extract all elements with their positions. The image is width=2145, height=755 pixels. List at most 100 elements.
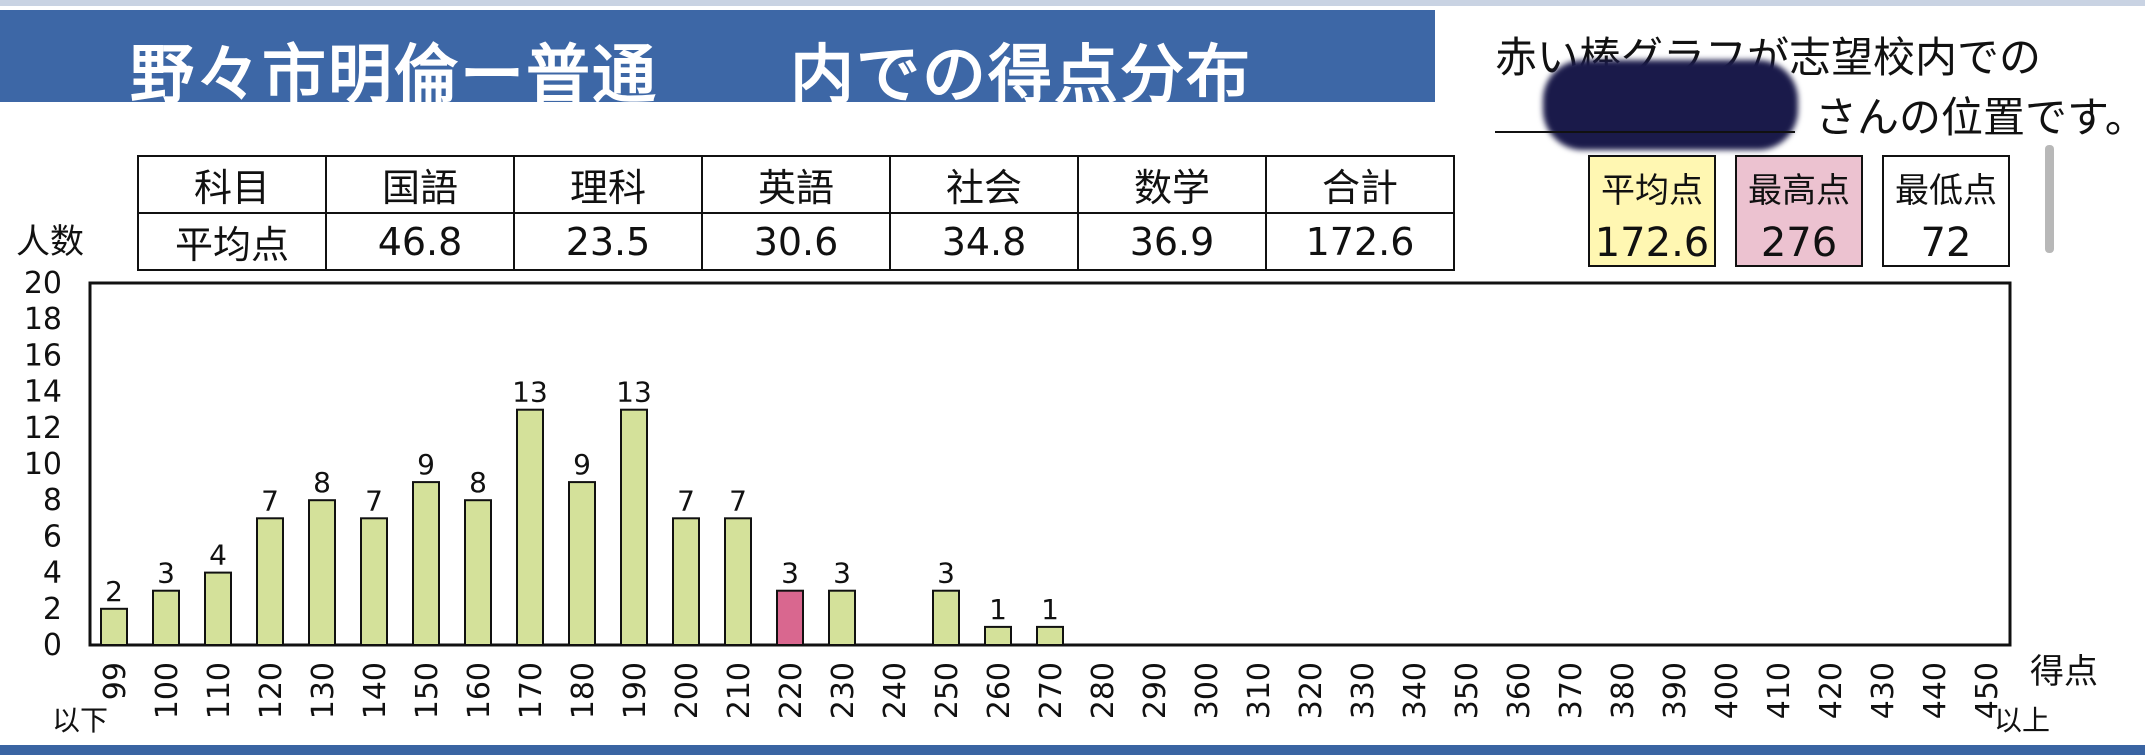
bar-value-label: 2 xyxy=(105,575,123,608)
x-tick-label: 310 xyxy=(1242,662,1277,719)
bar-value-label: 9 xyxy=(573,448,591,481)
max-score-value: 276 xyxy=(1760,220,1838,266)
y-tick-label: 12 xyxy=(24,411,62,446)
scrollbar-thumb[interactable] xyxy=(2045,145,2054,253)
subject-header: 社会 xyxy=(889,155,1079,214)
x-tick-label: 100 xyxy=(150,662,185,719)
position-note: 赤い棒グラフが志望校内での さんの位置です。 xyxy=(1495,18,2145,150)
table-average-row: 平均点 46.8 23.5 30.6 34.8 36.9 172.6 xyxy=(137,212,1455,271)
x-first-suffix: 以下 xyxy=(52,704,108,737)
bar xyxy=(204,571,232,646)
x-last-suffix: 以上 xyxy=(1994,704,2050,737)
bar-value-label: 9 xyxy=(417,448,435,481)
x-tick-label: 440 xyxy=(1918,662,1953,719)
x-tick-label: 190 xyxy=(618,662,653,719)
bar xyxy=(672,517,700,646)
bar-value-label: 3 xyxy=(157,557,175,590)
y-tick-label: 2 xyxy=(43,592,62,627)
y-axis-title: 人数 xyxy=(16,222,84,262)
average-cell: 172.6 xyxy=(1265,212,1455,271)
bar-value-label: 13 xyxy=(616,376,652,409)
bar xyxy=(152,589,180,647)
x-tick-label: 450 xyxy=(1970,662,2005,719)
x-tick-label: 290 xyxy=(1138,662,1173,719)
bar xyxy=(568,481,596,646)
min-score-box: 最低点 72 xyxy=(1882,155,2010,267)
x-tick-label: 370 xyxy=(1554,662,1589,719)
bar-value-label: 4 xyxy=(209,539,227,572)
y-tick-label: 20 xyxy=(24,266,62,301)
min-score-value: 72 xyxy=(1920,220,1972,266)
x-tick-label: 380 xyxy=(1606,662,1641,719)
subject-average-table: 科目 国語 理科 英語 社会 数学 合計 平均点 46.8 23.5 30.6 … xyxy=(137,155,1455,271)
x-tick-label: 270 xyxy=(1034,662,1069,719)
x-tick-label: 320 xyxy=(1294,662,1329,719)
x-axis-title: 得点 xyxy=(2030,652,2098,692)
bar xyxy=(308,499,336,647)
table-header-row: 科目 国語 理科 英語 社会 数学 合計 xyxy=(137,155,1455,214)
max-score-label: 最高点 xyxy=(1748,171,1850,211)
average-cell: 46.8 xyxy=(325,212,515,271)
table-row-label: 平均点 xyxy=(137,212,327,271)
bar-value-label: 7 xyxy=(261,484,279,517)
bar-value-label: 3 xyxy=(833,557,851,590)
y-tick-label: 0 xyxy=(43,628,62,663)
x-tick-label: 280 xyxy=(1086,662,1121,719)
bar xyxy=(828,589,856,647)
x-tick-label: 410 xyxy=(1762,662,1797,719)
subject-header: 理科 xyxy=(513,155,703,214)
x-tick-label: 200 xyxy=(670,662,705,719)
bar xyxy=(412,481,440,646)
title-banner: 野々市明倫ー普通 内での得点分布 xyxy=(0,10,1435,113)
average-cell: 36.9 xyxy=(1077,212,1267,271)
bar-value-label: 8 xyxy=(313,466,331,499)
bar xyxy=(1036,625,1064,647)
average-cell: 34.8 xyxy=(889,212,1079,271)
top-frame xyxy=(0,0,2145,6)
x-tick-label: 99 xyxy=(98,662,133,700)
y-tick-label: 18 xyxy=(24,302,62,337)
min-score-label: 最低点 xyxy=(1895,171,1997,211)
x-tick-label: 140 xyxy=(358,662,393,719)
x-tick-label: 400 xyxy=(1710,662,1745,719)
subject-header: 英語 xyxy=(701,155,891,214)
x-tick-label: 150 xyxy=(410,662,445,719)
bar-value-label: 7 xyxy=(677,484,695,517)
x-tick-label: 160 xyxy=(462,662,497,719)
note-line-2: さんの位置です。 xyxy=(1815,93,2145,142)
redacted-name xyxy=(1543,60,1798,150)
x-tick-label: 120 xyxy=(254,662,289,719)
bar-value-label: 1 xyxy=(989,593,1007,626)
page-title: 野々市明倫ー普通 内での得点分布 xyxy=(130,39,1252,113)
average-score-value: 172.6 xyxy=(1594,220,1710,266)
bar-value-label: 8 xyxy=(469,466,487,499)
table-header-label: 科目 xyxy=(137,155,327,214)
x-tick-label: 250 xyxy=(930,662,965,719)
bar-value-label: 3 xyxy=(781,557,799,590)
y-tick-label: 10 xyxy=(24,447,62,482)
average-score-label: 平均点 xyxy=(1601,171,1703,211)
average-score-box: 平均点 172.6 xyxy=(1588,155,1716,267)
average-cell: 30.6 xyxy=(701,212,891,271)
name-blank-line xyxy=(1495,131,1795,133)
bar-value-label: 3 xyxy=(937,557,955,590)
bottom-frame xyxy=(0,745,2145,755)
x-tick-label: 240 xyxy=(878,662,913,719)
subject-header: 数学 xyxy=(1077,155,1267,214)
bar xyxy=(100,607,128,646)
x-tick-label: 260 xyxy=(982,662,1017,719)
subject-header: 国語 xyxy=(325,155,515,214)
y-tick-label: 6 xyxy=(43,519,62,554)
x-tick-label: 420 xyxy=(1814,662,1849,719)
x-tick-label: 300 xyxy=(1190,662,1225,719)
subject-header: 合計 xyxy=(1265,155,1455,214)
bar xyxy=(984,625,1012,647)
bar-value-label: 7 xyxy=(729,484,747,517)
bar-value-label: 13 xyxy=(512,376,548,409)
y-tick-label: 14 xyxy=(24,375,62,410)
x-tick-label: 350 xyxy=(1450,662,1485,719)
x-tick-label: 130 xyxy=(306,662,341,719)
x-tick-label: 430 xyxy=(1866,662,1901,719)
x-tick-label: 170 xyxy=(514,662,549,719)
